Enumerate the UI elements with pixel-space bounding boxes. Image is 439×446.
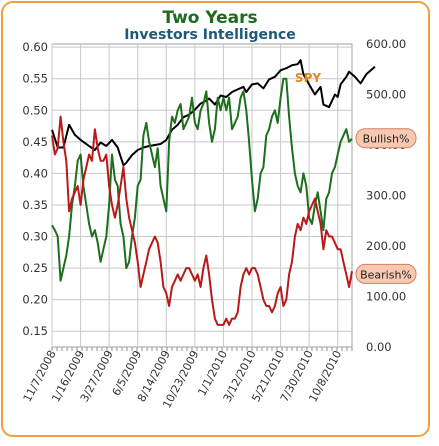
left-tick-label: 0.40 [22, 166, 48, 180]
right-tick-label: 300.00 [366, 189, 406, 203]
bullish-badge: Bullish% [355, 128, 417, 149]
right-tick-label: 0.00 [366, 340, 392, 354]
right-tick-label: 500.00 [366, 88, 406, 102]
left-tick-label: 0.20 [22, 293, 48, 307]
right-tick-label: 200.00 [366, 239, 406, 253]
left-tick-label: 0.45 [22, 135, 48, 149]
spy-series-label: SPY [295, 71, 321, 85]
left-tick-label: 0.50 [22, 103, 48, 117]
bearish-badge: Bearish% [355, 263, 417, 284]
bullish-badge-label: Bullish% [363, 133, 410, 146]
bearish-badge-bg [355, 263, 417, 284]
right-tick-label: 600.00 [366, 37, 406, 51]
left-tick-label: 0.55 [22, 72, 48, 86]
bearish-series-line [51, 115, 353, 326]
plot-area: 0.60 0.55 0.50 0.45 0.40 0.35 0.30 0.25 0.20 0.15… [21, 37, 417, 410]
chart-title: Two Years [162, 8, 257, 28]
left-tick-label: 0.15 [22, 324, 48, 338]
bearish-badge-label: Bearish% [360, 268, 412, 281]
left-tick-label: 0.35 [22, 198, 48, 212]
chart-subtitle: Investors Intelligence [124, 27, 296, 43]
right-tick-label: 100.00 [366, 290, 406, 304]
bullish-series-line [51, 77, 353, 282]
left-tick-label: 0.60 [22, 40, 48, 54]
plot-background [51, 43, 353, 348]
left-tick-label: 0.25 [22, 261, 48, 275]
left-tick-label: 0.30 [22, 230, 48, 244]
spy-series-line [51, 59, 376, 167]
bullish-badge-bg [355, 128, 417, 149]
